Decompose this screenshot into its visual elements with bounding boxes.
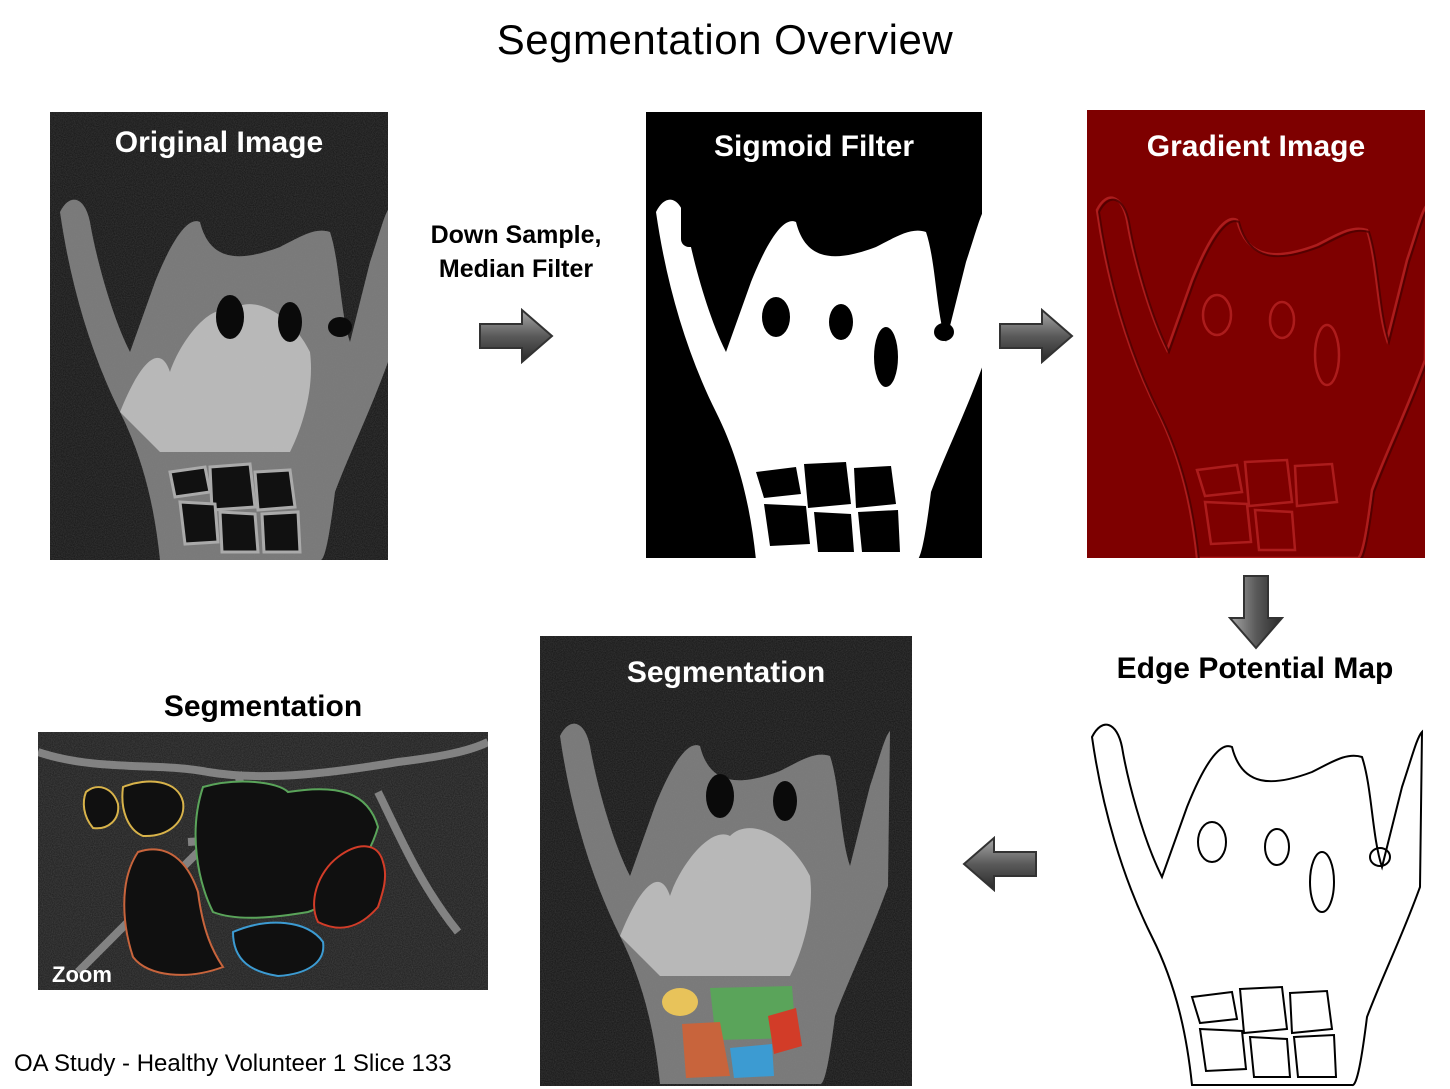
edge-potential-map-label: Edge Potential Map	[1116, 652, 1394, 685]
arrow-right-icon	[999, 308, 1074, 364]
gradient-image-panel: Gradient Image	[1087, 110, 1425, 558]
gradient-image-graphic	[1087, 110, 1425, 558]
sigmoid-filter-graphic	[646, 112, 982, 558]
zoom-segmentation-panel: Zoom	[38, 732, 488, 990]
arrow-right-icon	[479, 308, 554, 364]
footer-caption: OA Study - Healthy Volunteer 1 Slice 133	[14, 1050, 452, 1077]
zoom-segmentation-graphic	[38, 732, 488, 990]
original-image-panel: Original Image	[50, 112, 388, 560]
zoom-segmentation-label: Segmentation	[163, 690, 363, 723]
segmented-bones	[662, 986, 802, 1078]
segmentation-label: Segmentation	[626, 656, 826, 689]
arrow-left-icon	[962, 836, 1037, 892]
downsample-step-label: Down Sample, Median Filter	[400, 218, 632, 286]
zoom-label: Zoom	[52, 962, 112, 987]
sigmoid-filter-label: Sigmoid Filter	[713, 130, 914, 163]
gradient-image-label: Gradient Image	[1146, 130, 1366, 163]
sigmoid-filter-panel: Sigmoid Filter	[646, 112, 982, 558]
downsample-line2: Median Filter	[438, 255, 594, 283]
original-image-graphic	[50, 112, 388, 560]
edge-potential-map-graphic	[1091, 723, 1423, 1087]
segmentation-panel: Segmentation	[540, 636, 912, 1086]
segmentation-graphic	[540, 636, 912, 1086]
arrow-down-icon	[1228, 575, 1284, 650]
edge-potential-map-panel	[1082, 712, 1427, 1087]
original-image-label: Original Image	[114, 126, 324, 159]
downsample-line1: Down Sample,	[430, 221, 602, 249]
page-title: Segmentation Overview	[496, 16, 954, 63]
